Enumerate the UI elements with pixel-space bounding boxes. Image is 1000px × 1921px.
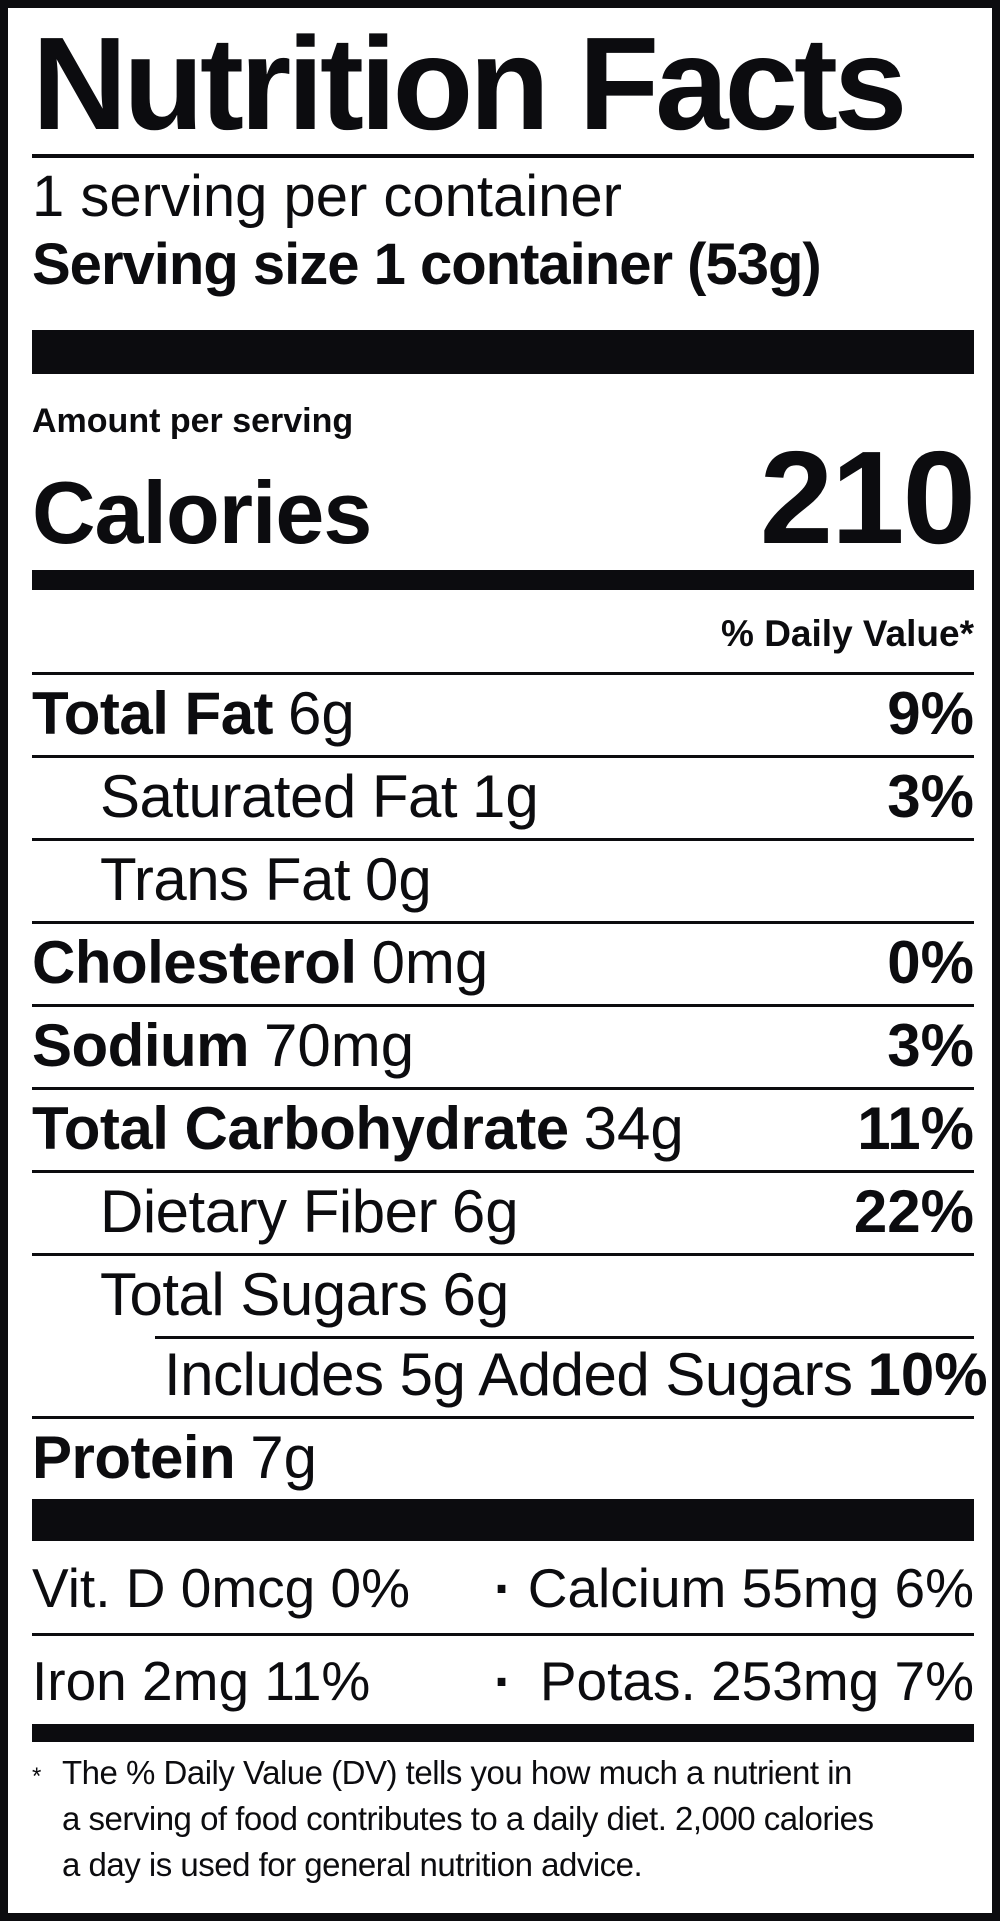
- nutrient-amount: 0mg: [371, 929, 489, 996]
- nutrient-daily-value: 0%: [887, 929, 974, 996]
- calories-divider-bar: [32, 570, 974, 590]
- nutrient-name: Saturated Fat: [100, 763, 458, 830]
- nutrient-row-total-carbohydrate: Total Carbohydrate 34g 11%: [32, 1087, 974, 1170]
- footnote-asterisk: *: [32, 1763, 41, 1790]
- nutrient-name: Protein: [32, 1424, 236, 1491]
- calories-value: 210: [759, 424, 976, 571]
- micronutrient-right: Potas. 253mg 7%: [539, 1650, 975, 1712]
- title-divider: [32, 154, 974, 158]
- micronutrient-left: Iron 2mg 11%: [32, 1650, 371, 1712]
- nutrient-daily-value: 3%: [887, 763, 974, 830]
- nutrient-amount: 6g: [451, 1178, 519, 1245]
- nutrient-row-protein: Protein 7g: [32, 1416, 974, 1499]
- nutrient-amount: 6g: [442, 1261, 510, 1328]
- calories-label: Calories: [32, 463, 372, 562]
- nutrient-amount: 70mg: [264, 1012, 415, 1079]
- nutrient-name: Total Sugars: [100, 1261, 428, 1328]
- calories-row: Calories 210: [32, 424, 976, 571]
- nutrient-row-cholesterol: Cholesterol 0mg 0%: [32, 921, 974, 1004]
- nutrient-row-saturated-fat: Saturated Fat 1g 3%: [32, 755, 974, 838]
- nutrient-amount: 6g: [288, 680, 355, 747]
- dot-separator: ·: [493, 1650, 513, 1712]
- nutrient-amount: 0g: [365, 846, 432, 913]
- dot-separator: ·: [493, 1557, 513, 1619]
- nutrient-daily-value: 9%: [887, 680, 974, 747]
- nutrient-row-added-sugars: Includes 5g Added Sugars 10%: [32, 1336, 988, 1416]
- nutrient-row-trans-fat: Trans Fat 0g: [32, 838, 974, 921]
- footnote-bar: [32, 1724, 974, 1742]
- section-bar-thick: [32, 1499, 974, 1541]
- micronutrient-left: Vit. D 0mcg 0%: [32, 1557, 411, 1619]
- nutrient-name: Cholesterol: [32, 929, 357, 996]
- nutrient-amount: 1g: [472, 763, 539, 830]
- nutrient-name: Trans Fat: [100, 846, 351, 913]
- footnote-line: The % Daily Value (DV) tells you how muc…: [62, 1754, 852, 1791]
- daily-value-footnote: * The % Daily Value (DV) tells you how m…: [32, 1750, 974, 1888]
- nutrient-name: Total Carbohydrate: [32, 1095, 569, 1162]
- section-bar-thick: [32, 330, 974, 374]
- nutrient-row-total-fat: Total Fat 6g 9%: [32, 672, 974, 755]
- nutrient-daily-value: 3%: [887, 1012, 974, 1079]
- nutrient-daily-value: 10%: [867, 1341, 988, 1408]
- micronutrient-row: Vit. D 0mcg 0% · Calcium 55mg 6%: [32, 1541, 974, 1636]
- nutrient-amount: 7g: [250, 1424, 317, 1491]
- indented-divider: [155, 1336, 974, 1339]
- nutrient-name: Includes 5g Added Sugars: [164, 1341, 853, 1408]
- nutrient-name: Dietary Fiber: [100, 1178, 437, 1245]
- micronutrient-right: Calcium 55mg 6%: [527, 1557, 975, 1619]
- nutrient-row-dietary-fiber: Dietary Fiber 6g 22%: [32, 1170, 974, 1253]
- nutrient-daily-value: 22%: [853, 1178, 974, 1245]
- nutrient-daily-value: 11%: [857, 1095, 974, 1162]
- nutrient-name: Sodium: [32, 1012, 250, 1079]
- amount-per-serving-label: Amount per serving: [32, 402, 354, 440]
- nutrient-row-sodium: Sodium 70mg 3%: [32, 1004, 974, 1087]
- daily-value-header: % Daily Value*: [721, 613, 974, 654]
- micronutrient-row: Iron 2mg 11% · Potas. 253mg 7%: [32, 1636, 974, 1724]
- nutrient-row-total-sugars: Total Sugars 6g: [32, 1253, 974, 1336]
- servings-per-container: 1 serving per container: [32, 164, 622, 229]
- serving-size: Serving size 1 container (53g): [32, 232, 822, 297]
- label-title: Nutrition Facts: [32, 10, 907, 157]
- nutrient-amount: 34g: [583, 1095, 684, 1162]
- footnote-line: a day is used for general nutrition advi…: [62, 1846, 643, 1883]
- footnote-line: a serving of food contributes to a daily…: [62, 1800, 874, 1837]
- nutrient-name: Total Fat: [32, 680, 274, 747]
